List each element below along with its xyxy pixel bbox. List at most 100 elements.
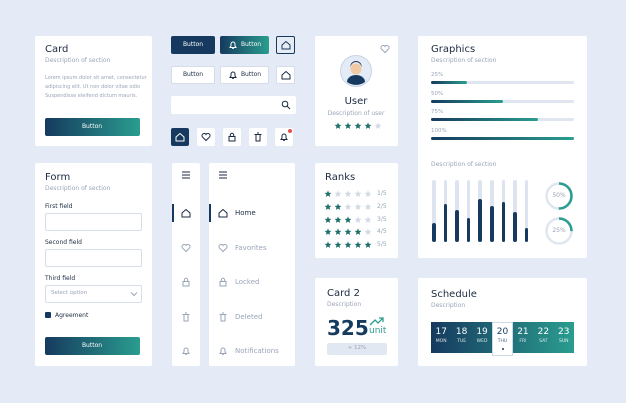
icon-heart	[201, 132, 211, 142]
rank-stars	[324, 215, 372, 223]
card2-value: 325	[327, 316, 369, 340]
button-primary-icon[interactable]	[220, 36, 269, 54]
field-label: Third field	[45, 275, 76, 282]
bar-track	[432, 180, 436, 242]
rank-stars	[324, 228, 372, 236]
icon-search	[281, 100, 291, 110]
sidebar-wide	[209, 163, 295, 366]
icon-home	[281, 40, 291, 50]
day-name: FRI	[519, 339, 527, 344]
selected-day[interactable]	[492, 322, 513, 356]
user-name: User	[344, 96, 368, 107]
progress-fill	[431, 81, 467, 84]
nav-label: Home	[235, 209, 256, 217]
button-label: Button	[182, 41, 204, 48]
button-secondary[interactable]	[171, 66, 215, 84]
day-name: THU	[497, 339, 508, 344]
card-body-line: adipiscing elit. Ut non dolor vitae odio	[45, 84, 141, 90]
progress-label: 75%	[431, 109, 444, 115]
rank-stars	[324, 241, 372, 249]
rank-label: 2/5	[377, 202, 387, 210]
bar	[466, 218, 471, 242]
card-body-line: Suspendisse eleifend dictum mauris.	[45, 93, 138, 99]
button-primary[interactable]	[171, 36, 215, 54]
graphics-title: Graphics	[431, 44, 476, 55]
select-placeholder: Select option	[51, 290, 88, 296]
icon-bell	[182, 347, 190, 355]
gauge-arc	[545, 182, 573, 210]
schedule-title: Schedule	[431, 289, 477, 300]
button-secondary-icon[interactable]	[220, 66, 269, 84]
day-date: 21	[517, 327, 529, 337]
day-name: SAT	[539, 339, 548, 344]
bar-track	[513, 180, 517, 242]
icon-lock	[219, 277, 227, 287]
icon-bell	[229, 41, 237, 49]
user-rating	[334, 122, 382, 129]
rank-label: 3/5	[377, 215, 387, 223]
icon-bell	[229, 71, 237, 79]
active-indicator	[172, 204, 174, 222]
icon-button[interactable]	[197, 128, 215, 146]
selected-dot	[501, 348, 504, 350]
gauge	[545, 217, 573, 245]
ranks-title: Ranks	[325, 172, 356, 183]
chart-description: Description of section	[431, 161, 497, 168]
ranks-panel	[315, 163, 398, 258]
form-button[interactable]	[45, 337, 140, 355]
icon-home	[175, 132, 185, 142]
card2-description: Description	[327, 301, 362, 308]
change-label: + 12%	[347, 345, 367, 351]
bar	[443, 203, 448, 242]
icon-menu	[182, 171, 190, 179]
form-title: Form	[45, 172, 71, 183]
day-name: TUE	[457, 339, 467, 344]
active-indicator	[209, 204, 211, 222]
sidebar-narrow	[172, 163, 200, 366]
day-date: 19	[476, 327, 488, 337]
gauge-label: 50%	[552, 192, 566, 199]
notification-dot	[288, 129, 292, 133]
rank-stars	[324, 203, 372, 210]
progress-fill	[431, 118, 539, 121]
bar	[501, 202, 506, 242]
trend-icon	[369, 317, 384, 326]
search-bar[interactable]	[171, 96, 296, 114]
bar	[455, 209, 459, 242]
icon-down	[130, 292, 138, 297]
input-field[interactable]	[45, 249, 142, 267]
button-label: Button	[240, 71, 262, 78]
progress-fill	[431, 99, 503, 103]
card-body-line: Lorem ipsum dolor sit amet, consectetur	[45, 75, 147, 81]
icon-trash	[182, 312, 190, 321]
day-name: MON	[435, 339, 447, 344]
avatar	[340, 55, 372, 87]
icon-heart	[218, 243, 228, 252]
checkbox[interactable]	[45, 312, 51, 318]
icon-heart	[181, 243, 191, 252]
icon-button[interactable]	[249, 128, 267, 146]
input-field[interactable]	[45, 285, 142, 303]
icon-trash	[219, 312, 227, 321]
card-button[interactable]	[45, 118, 140, 136]
bar-track	[466, 180, 471, 242]
icon-trash	[254, 132, 262, 142]
icon-lock	[182, 277, 190, 287]
gauge-arc	[545, 217, 573, 245]
icon-bell	[219, 347, 227, 355]
rank-label: 4/5	[377, 228, 387, 236]
card-title: Card	[45, 44, 69, 55]
button-label: Button	[182, 71, 204, 78]
bar-track	[524, 180, 529, 242]
rank-stars	[324, 190, 372, 197]
input-field[interactable]	[45, 213, 142, 231]
card2-title: Card 2	[327, 288, 360, 299]
icon-menu	[219, 171, 227, 179]
bar	[432, 223, 436, 242]
bar	[490, 206, 494, 242]
progress-fill	[431, 136, 574, 140]
icon-home	[218, 208, 228, 218]
rank-label: 1/5	[377, 190, 387, 197]
gauge-label: 25%	[552, 227, 566, 234]
day-date: 23	[558, 327, 570, 337]
